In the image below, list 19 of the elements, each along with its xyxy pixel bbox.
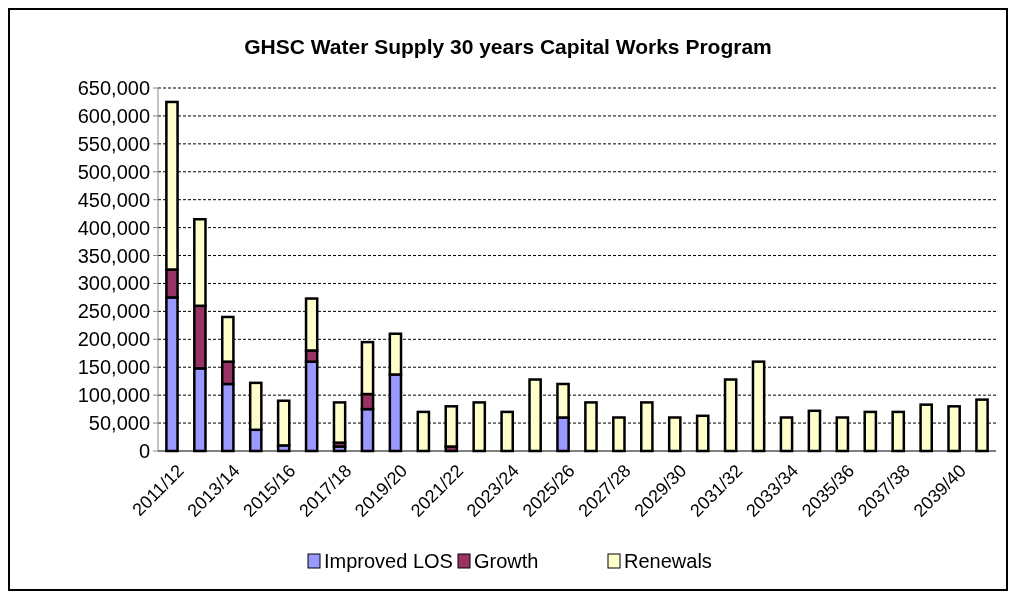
legend-label: Renewals: [624, 550, 712, 572]
y-tick-label: 500,000: [77, 160, 150, 183]
y-tick-label: 550,000: [77, 132, 150, 155]
y-tick-label: 400,000: [77, 216, 150, 239]
y-tick-label: 600,000: [77, 104, 150, 127]
bar: [332, 401, 347, 444]
y-tick-label: 50,000: [88, 412, 150, 435]
y-tick-label: 200,000: [77, 328, 150, 351]
y-tick-label: 250,000: [77, 300, 150, 323]
chart-title: GHSC Water Supply 30 years Capital Works Program: [244, 35, 772, 58]
legend-label: Improved LOS: [324, 550, 453, 572]
y-tick-label: 0: [138, 440, 150, 462]
y-tick-label: 450,000: [77, 188, 150, 211]
y-tick-label: 100,000: [77, 384, 150, 407]
legend-label: Growth: [474, 550, 539, 572]
y-tick-label: 150,000: [77, 356, 150, 379]
y-tick-label: 650,000: [77, 77, 150, 99]
y-tick-label: 350,000: [77, 244, 150, 267]
y-tick-label: 300,000: [77, 272, 150, 295]
